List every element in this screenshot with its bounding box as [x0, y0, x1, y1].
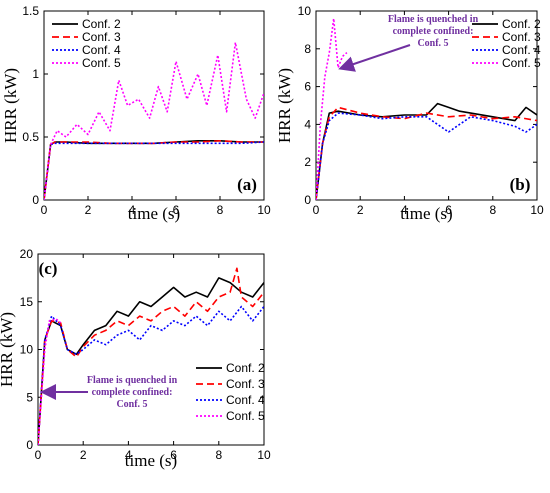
y-tick-label: 4 [304, 117, 311, 131]
x-tick-label: 8 [217, 203, 224, 217]
legend-label: Conf. 5 [82, 56, 121, 70]
x-tick-label: 4 [129, 203, 136, 217]
series-line-conf-5 [38, 318, 62, 445]
legend-label: Conf. 5 [226, 409, 265, 423]
panel-label: (c) [39, 259, 58, 278]
annotation-line: Conf. 5 [116, 399, 147, 410]
x-tick-label: 6 [170, 448, 177, 462]
series-line-conf-4 [38, 305, 264, 445]
annotation-line: Conf. 5 [417, 38, 448, 49]
x-tick-label: 2 [85, 203, 92, 217]
legend-label: Conf. 2 [82, 17, 121, 31]
y-axis-label: HRR (kW) [275, 68, 294, 143]
x-tick-label: 6 [445, 203, 452, 217]
x-tick-label: 8 [489, 203, 496, 217]
legend-label: Conf. 2 [502, 17, 541, 31]
y-tick-label: 10 [20, 343, 34, 357]
series-line-conf-4 [316, 112, 537, 200]
x-axis-label: time (s) [125, 451, 177, 470]
annotation-line: Flame is quenched in [388, 14, 479, 25]
x-tick-label: 4 [401, 203, 408, 217]
y-tick-label: 0.5 [22, 130, 39, 144]
series-group [44, 41, 264, 200]
x-tick-label: 2 [357, 203, 364, 217]
series-line-conf-5 [44, 41, 264, 200]
x-tick-label: 8 [215, 448, 222, 462]
panel-label: (a) [237, 175, 257, 194]
legend: Conf. 2 Conf. 3 Conf. 4 Conf. 5 [196, 361, 265, 423]
x-tick-label: 2 [80, 448, 87, 462]
axes-frame [315, 10, 538, 201]
annotation-line: Flame is quenched in [87, 375, 178, 386]
y-tick-label: 15 [20, 295, 34, 309]
y-tick-label: 1.5 [22, 4, 39, 18]
series-line-conf-2 [38, 277, 264, 445]
y-tick-label: 0 [32, 193, 39, 207]
y-tick-label: 2 [304, 155, 311, 169]
x-axis-label: time (s) [400, 204, 452, 223]
series-line-conf-3 [38, 267, 264, 445]
y-tick-label: 0 [26, 438, 33, 452]
legend-label: Conf. 3 [82, 30, 121, 44]
y-tick-label: 8 [304, 42, 311, 56]
legend-label: Conf. 2 [226, 361, 265, 375]
panel-label: (b) [510, 175, 531, 194]
y-tick-label: 1 [32, 67, 39, 81]
y-tick-label: 10 [298, 4, 312, 18]
y-tick-label: 20 [20, 247, 34, 261]
x-tick-label: 0 [313, 203, 320, 217]
x-tick-label: 0 [35, 448, 42, 462]
x-tick-label: 10 [530, 203, 544, 217]
series-line-conf-3 [316, 106, 537, 200]
legend-label: Conf. 5 [502, 56, 541, 70]
series-group [38, 267, 264, 445]
x-tick-label: 6 [173, 203, 180, 217]
y-axis-label: HRR (kW) [1, 68, 20, 143]
x-tick-label: 10 [257, 203, 271, 217]
x-tick-label: 4 [125, 448, 132, 462]
x-tick-label: 10 [257, 448, 271, 462]
y-axis-label: HRR (kW) [0, 312, 16, 387]
legend-label: Conf. 3 [502, 30, 541, 44]
x-axis-label: time (s) [128, 204, 180, 223]
series-line-conf-4 [44, 141, 264, 200]
y-tick-label: 5 [26, 390, 33, 404]
legend-label: Conf. 4 [82, 43, 121, 57]
y-tick-label: 0 [304, 193, 311, 207]
annotation-line: complete confined: [393, 26, 474, 37]
legend-label: Conf. 3 [226, 377, 265, 391]
y-tick-label: 6 [304, 80, 311, 94]
legend-label: Conf. 4 [502, 43, 541, 57]
axes-frame [43, 10, 265, 201]
legend-label: Conf. 4 [226, 393, 265, 407]
series-line-conf-3 [44, 140, 264, 200]
x-tick-label: 0 [41, 203, 48, 217]
annotation-line: complete confined: [92, 387, 173, 398]
series-line-conf-2 [44, 140, 264, 200]
annotation-arrow [338, 44, 411, 72]
